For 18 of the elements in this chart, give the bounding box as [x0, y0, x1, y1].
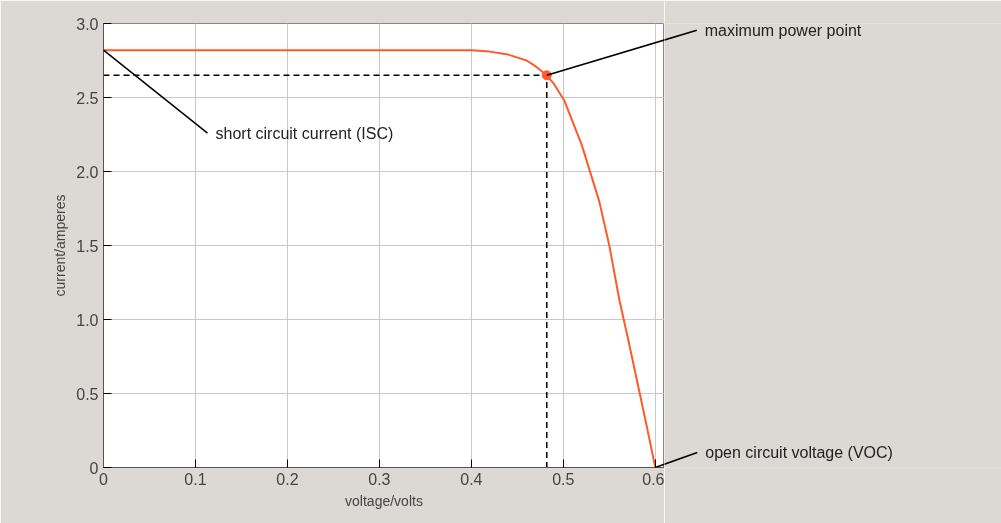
annotation: maximum power point — [704, 21, 862, 39]
annotation: short circuit current (ISC) — [215, 124, 394, 142]
x-tick-label: 0.6 — [642, 470, 665, 488]
y-tick-label: 1.5 — [76, 237, 99, 255]
y-tick-label: 3.0 — [76, 15, 99, 33]
y-tick-label: 0 — [89, 459, 99, 477]
y-tick-label: 2.0 — [76, 163, 99, 181]
x-tick-label: 0.3 — [368, 470, 391, 488]
x-tick-label: 0.5 — [552, 470, 575, 488]
y-tick-label: 2.5 — [76, 89, 99, 107]
annotation: open circuit voltage (VOC) — [705, 444, 893, 461]
y-axis-title: current/amperes — [52, 194, 69, 297]
x-axis-title: voltage/volts — [345, 492, 423, 509]
x-tick-label: 0.2 — [276, 470, 299, 488]
y-tick-label: 0.5 — [76, 385, 99, 403]
x-tick-label: 0.1 — [184, 470, 207, 488]
x-tick-label: 0.4 — [460, 470, 483, 488]
y-tick-label: 1.0 — [76, 311, 99, 329]
